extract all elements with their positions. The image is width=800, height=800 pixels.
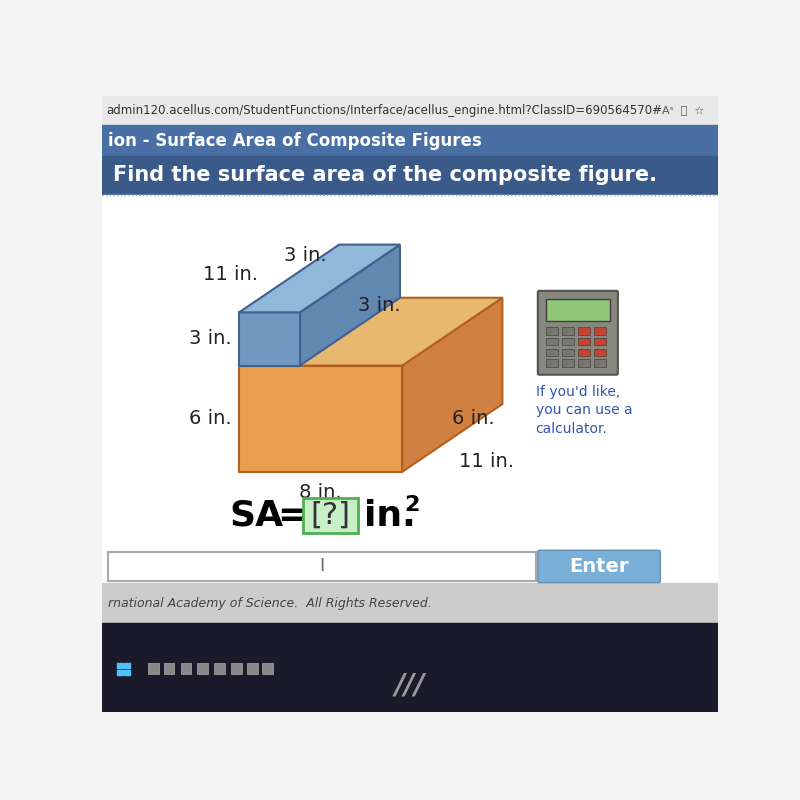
- Text: 6 in.: 6 in.: [189, 409, 231, 428]
- Bar: [546, 327, 558, 334]
- Bar: [124, 670, 130, 675]
- Bar: [102, 583, 718, 623]
- Polygon shape: [239, 312, 300, 366]
- Bar: [102, 623, 718, 712]
- Polygon shape: [239, 245, 400, 312]
- Text: 3 in.: 3 in.: [284, 246, 327, 265]
- Bar: [246, 662, 258, 674]
- Text: 2: 2: [405, 495, 420, 515]
- Text: Enter: Enter: [569, 557, 629, 576]
- Bar: [594, 327, 606, 334]
- Text: ///: ///: [395, 671, 425, 699]
- Bar: [108, 552, 535, 581]
- Text: 11 in.: 11 in.: [458, 452, 514, 470]
- Text: 8 in.: 8 in.: [299, 483, 342, 502]
- Bar: [198, 662, 208, 674]
- Bar: [562, 338, 574, 346]
- Bar: [546, 338, 558, 346]
- Bar: [102, 126, 718, 156]
- Bar: [124, 662, 130, 668]
- Bar: [578, 349, 590, 356]
- Bar: [578, 327, 590, 334]
- Bar: [163, 662, 174, 674]
- Text: Find the surface area of the composite figure.: Find the surface area of the composite f…: [113, 166, 657, 186]
- Bar: [594, 359, 606, 367]
- FancyBboxPatch shape: [538, 291, 618, 374]
- Text: admin120.acellus.com/StudentFunctions/Interface/acellus_engine.html?ClassID=6905: admin120.acellus.com/StudentFunctions/In…: [106, 104, 662, 117]
- Text: 11 in.: 11 in.: [203, 265, 258, 284]
- Bar: [546, 359, 558, 367]
- Bar: [562, 327, 574, 334]
- Text: SA: SA: [229, 498, 283, 533]
- Text: I: I: [319, 558, 324, 575]
- Bar: [594, 338, 606, 346]
- FancyBboxPatch shape: [303, 498, 358, 534]
- Text: 6 in.: 6 in.: [452, 409, 495, 428]
- Bar: [102, 96, 718, 126]
- Bar: [546, 299, 610, 321]
- Bar: [562, 349, 574, 356]
- Bar: [262, 662, 273, 674]
- Text: ion - Surface Area of Composite Figures: ion - Surface Area of Composite Figures: [108, 132, 482, 150]
- FancyBboxPatch shape: [538, 550, 660, 582]
- Bar: [181, 662, 191, 674]
- Bar: [118, 662, 122, 668]
- Bar: [231, 662, 242, 674]
- Bar: [102, 156, 718, 194]
- Polygon shape: [402, 298, 502, 472]
- Text: in.: in.: [364, 498, 415, 533]
- Bar: [546, 349, 558, 356]
- Bar: [118, 670, 122, 675]
- Text: Aˢ  🔍  ☆: Aˢ 🔍 ☆: [662, 106, 705, 116]
- Text: =: =: [278, 498, 308, 533]
- Bar: [594, 349, 606, 356]
- Polygon shape: [300, 245, 400, 366]
- Text: rnational Academy of Science.  All Rights Reserved.: rnational Academy of Science. All Rights…: [108, 597, 432, 610]
- Bar: [102, 194, 718, 623]
- Bar: [578, 338, 590, 346]
- Text: If you'd like,
you can use a
calculator.: If you'd like, you can use a calculator.: [535, 385, 632, 435]
- Polygon shape: [239, 298, 502, 366]
- Bar: [148, 662, 159, 674]
- Bar: [562, 359, 574, 367]
- Text: 3 in.: 3 in.: [189, 330, 231, 349]
- Text: 3 in.: 3 in.: [358, 295, 400, 314]
- Bar: [214, 662, 226, 674]
- Bar: [578, 359, 590, 367]
- Text: [?]: [?]: [310, 501, 350, 530]
- Polygon shape: [239, 366, 402, 472]
